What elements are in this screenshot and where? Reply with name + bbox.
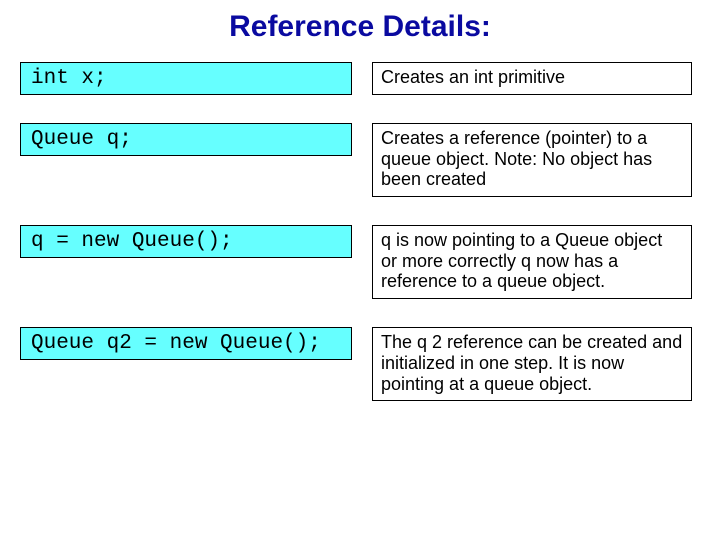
description-cell: The q 2 reference can be created and ini…	[372, 327, 692, 401]
table-row: Queue q2 = new Queue(); The q 2 referenc…	[20, 327, 700, 401]
table-row: q = new Queue(); q is now pointing to a …	[20, 225, 700, 299]
code-cell: int x;	[20, 62, 352, 95]
description-cell: q is now pointing to a Queue object or m…	[372, 225, 692, 299]
description-cell: Creates an int primitive	[372, 62, 692, 95]
page-title: Reference Details:	[20, 10, 700, 44]
code-cell: Queue q;	[20, 123, 352, 156]
description-cell: Creates a reference (pointer) to a queue…	[372, 123, 692, 197]
code-cell: q = new Queue();	[20, 225, 352, 258]
code-cell: Queue q2 = new Queue();	[20, 327, 352, 360]
table-row: Queue q; Creates a reference (pointer) t…	[20, 123, 700, 197]
table-row: int x; Creates an int primitive	[20, 62, 700, 95]
